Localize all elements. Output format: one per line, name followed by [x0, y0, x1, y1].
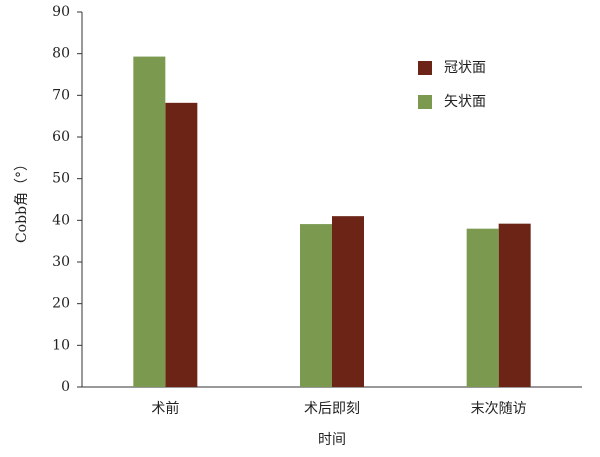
legend-swatch [418, 61, 432, 75]
y-tick-label: 50 [52, 171, 70, 187]
bar [165, 102, 198, 387]
y-tick-label: 90 [52, 4, 70, 20]
y-axis-label: Cobb角（°） [14, 157, 30, 243]
bar [498, 223, 531, 387]
bar [332, 216, 364, 387]
x-tick-label: 术后即刻 [304, 401, 360, 417]
x-tick-label: 末次随访 [471, 401, 527, 417]
legend-label: 冠状面 [444, 60, 486, 76]
y-tick-label: 30 [52, 254, 70, 270]
y-tick-label: 40 [52, 212, 70, 228]
y-tick-label: 20 [52, 296, 70, 312]
y-tick-label: 10 [52, 337, 70, 353]
bar [133, 56, 166, 387]
y-tick-label: 0 [61, 379, 70, 395]
x-axis-label: 时间 [318, 432, 346, 448]
legend-label: 矢状面 [444, 94, 486, 110]
x-tick-label: 术前 [151, 400, 179, 417]
y-tick-label: 80 [52, 46, 70, 62]
bar [466, 228, 499, 387]
y-tick-label: 70 [52, 87, 70, 103]
y-tick-label: 60 [52, 129, 70, 145]
legend-swatch [418, 95, 432, 109]
bar [300, 224, 332, 387]
